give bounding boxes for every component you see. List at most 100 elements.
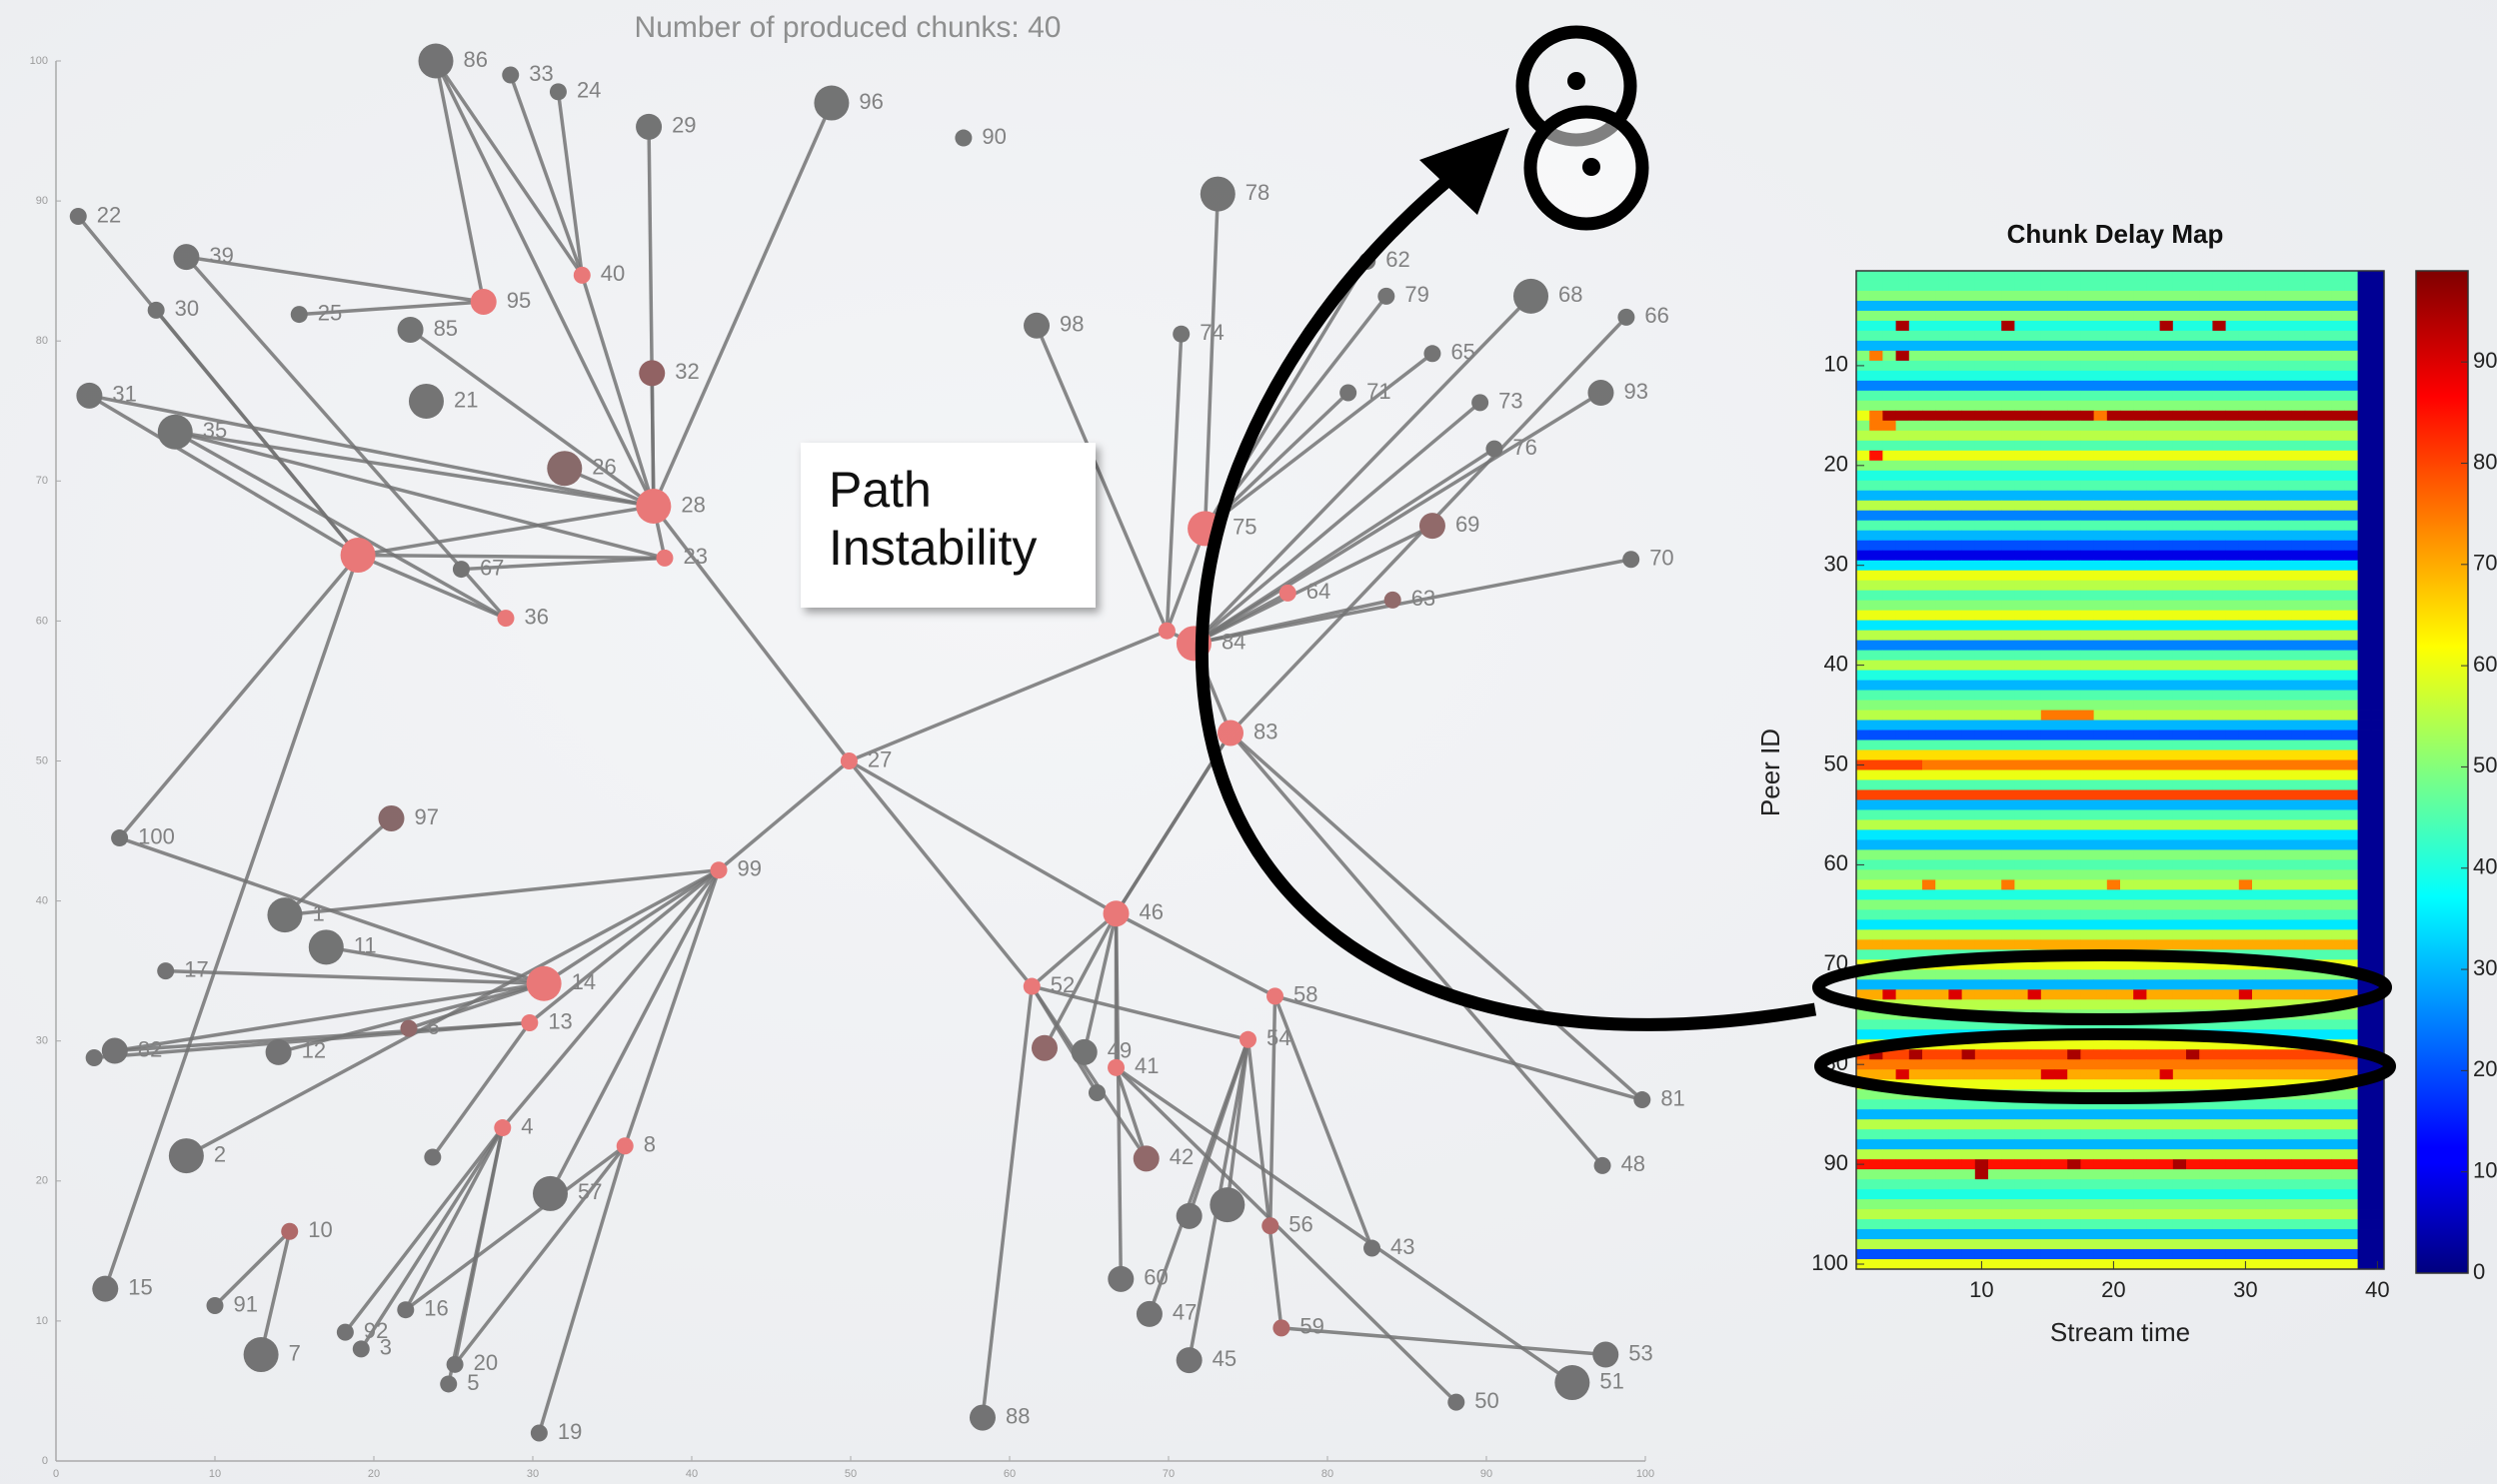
heat-cell — [2146, 441, 2160, 451]
heat-cell — [2331, 1099, 2345, 1109]
heat-cell — [1909, 501, 1923, 511]
heat-cell — [2107, 929, 2121, 939]
heat-cell — [1962, 859, 1976, 869]
heat-cell — [2199, 411, 2213, 421]
heat-cell — [1948, 561, 1962, 571]
heat-cell — [2252, 621, 2266, 631]
heat-cell — [2305, 741, 2319, 750]
heat-cell — [2265, 551, 2279, 561]
heat-cell — [1856, 551, 1870, 561]
heat-cell — [1882, 731, 1896, 741]
x-tick-label: 10 — [1969, 1277, 1993, 1302]
heat-cell — [1869, 491, 1883, 501]
heat-cell — [1869, 829, 1883, 839]
heat-cell — [2265, 1199, 2279, 1209]
heat-cell — [1869, 451, 1883, 461]
node-label: 99 — [738, 856, 762, 881]
heat-cell — [2160, 621, 2174, 631]
heat-cell — [2305, 819, 2319, 829]
heat-cell — [2186, 919, 2200, 929]
heat-cell — [2120, 849, 2134, 859]
heat-cell — [1988, 1119, 2002, 1129]
heat-cell — [2318, 809, 2332, 819]
heat-cell — [1896, 551, 1910, 561]
heat-cell — [2041, 1059, 2055, 1069]
heat-cell — [2212, 889, 2226, 899]
heat-cell — [2344, 411, 2358, 421]
heat-cell — [2226, 1239, 2240, 1249]
heat-cell — [2371, 819, 2385, 829]
heat-cell — [1975, 471, 1989, 481]
node-label: 91 — [234, 1291, 258, 1316]
heat-cell — [2133, 451, 2147, 461]
heat-cell — [2146, 541, 2160, 551]
heat-cell — [2133, 271, 2147, 281]
heat-cell — [2344, 331, 2358, 341]
heat-cell — [1922, 371, 1936, 381]
heat-cell — [2344, 601, 2358, 611]
heat-cell — [1922, 1159, 1936, 1169]
heat-cell — [2239, 411, 2253, 421]
x-tick-label: 90 — [1480, 1468, 1492, 1480]
heat-cell — [2358, 621, 2372, 631]
heat-cell — [1975, 521, 1989, 531]
heat-cell — [2028, 869, 2042, 879]
heat-cell — [2173, 521, 2187, 531]
heat-cell — [2160, 291, 2174, 301]
heat-cell — [2371, 949, 2385, 959]
heat-cell — [2160, 321, 2174, 331]
heat-cell — [2226, 271, 2240, 281]
node-label: 60 — [1144, 1265, 1168, 1290]
heat-cell — [1869, 839, 1883, 849]
heat-cell — [2067, 631, 2081, 641]
heat-cell — [2318, 1239, 2332, 1249]
heat-cell — [2318, 661, 2332, 671]
heat-cell — [2028, 461, 2042, 471]
heat-cell — [2344, 731, 2358, 741]
heat-cell — [2292, 451, 2306, 461]
heat-cell — [1869, 1129, 1883, 1139]
heat-cell — [2371, 301, 2385, 311]
heat-cell — [2014, 281, 2028, 291]
heat-cell — [2173, 1069, 2187, 1079]
heat-cell — [1882, 1109, 1896, 1119]
heat-cell — [2094, 1249, 2108, 1259]
heat-cell — [2186, 899, 2200, 909]
heat-cell — [2133, 1219, 2147, 1229]
heat-cell — [2014, 1169, 2028, 1179]
heat-cell — [1962, 770, 1976, 780]
heat-cell — [1896, 929, 1910, 939]
heat-cell — [2094, 351, 2108, 361]
heat-cell — [2080, 929, 2094, 939]
heat-cell — [2107, 809, 2121, 819]
heat-cell — [2186, 411, 2200, 421]
heat-cell — [2199, 321, 2213, 331]
heat-cell — [1922, 461, 1936, 471]
heat-cell — [2054, 681, 2068, 691]
node-label: 4 — [521, 1113, 533, 1138]
heat-cell — [2318, 671, 2332, 681]
y-tick-label: 100 — [30, 55, 48, 67]
heat-cell — [2028, 581, 2042, 591]
heat-cell — [2146, 681, 2160, 691]
heat-cell — [2226, 411, 2240, 421]
heat-cell — [2226, 431, 2240, 441]
heat-cell — [2186, 361, 2200, 371]
heat-cell — [1935, 1019, 1949, 1029]
heat-cell — [1962, 391, 1976, 401]
heat-cell — [1922, 331, 1936, 341]
heat-cell — [2080, 979, 2094, 989]
heat-cell — [2001, 341, 2015, 351]
heat-cell — [2001, 929, 2015, 939]
heat-cell — [2160, 371, 2174, 381]
heat-cell — [2041, 979, 2055, 989]
heat-cell — [1922, 969, 1936, 979]
heat-cell — [2331, 371, 2345, 381]
heat-cell — [2094, 431, 2108, 441]
heat-cell — [2160, 701, 2174, 711]
heat-cell — [2094, 1139, 2108, 1149]
heat-cell — [2278, 1109, 2292, 1119]
heat-cell — [1975, 581, 1989, 591]
heat-cell — [1935, 551, 1949, 561]
heat-cell — [1909, 1179, 1923, 1189]
